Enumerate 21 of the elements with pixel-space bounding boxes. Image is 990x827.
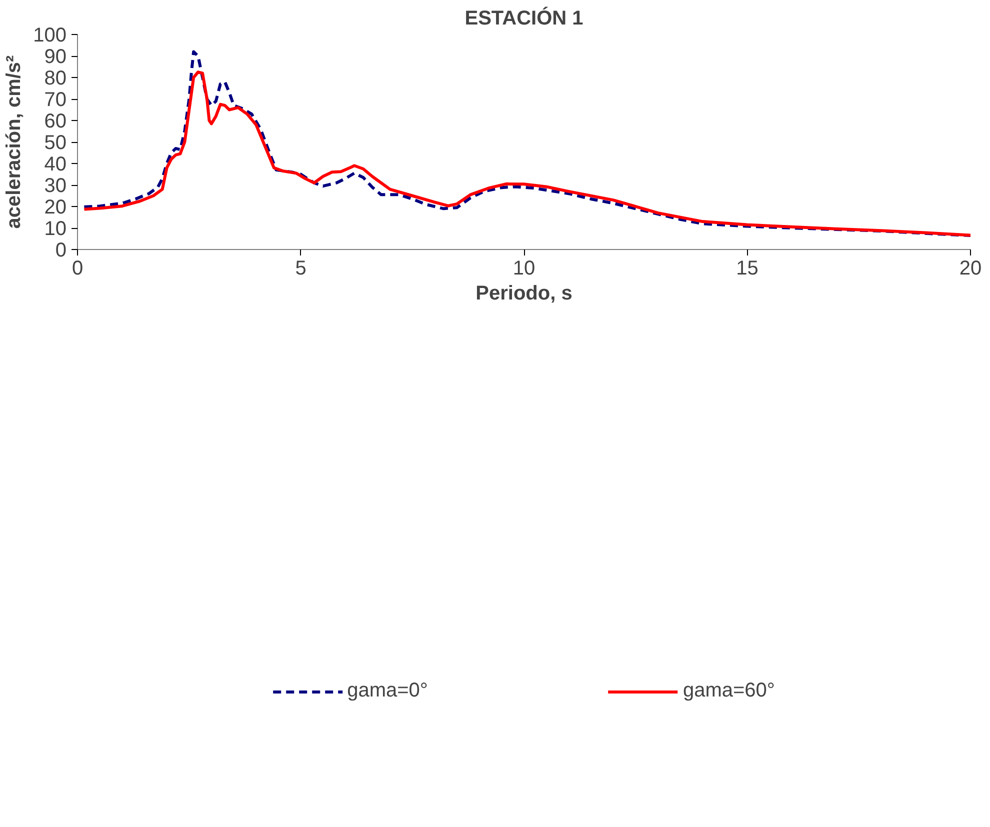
x-tick-label: 10 [512, 258, 536, 280]
y-tick-label: 0 [55, 240, 66, 262]
y-tick-label: 40 [44, 154, 67, 176]
legend-label: gama=60° [682, 680, 775, 703]
y-tick-label: 80 [44, 68, 67, 90]
y-tick-label: 60 [44, 110, 67, 132]
y-tick-label: 20 [44, 196, 67, 218]
y-tick-label: 50 [44, 132, 67, 154]
y-tick-label: 90 [44, 46, 67, 68]
y-tick-label: 70 [44, 89, 67, 111]
x-tick-label: 5 [295, 258, 306, 280]
chart-title: ESTACIÓN 1 [464, 6, 584, 30]
y-axis-title: aceleración, cm/s² [3, 54, 26, 229]
y-tick-label: 10 [44, 218, 67, 240]
x-axis-title: Periodo, s [476, 282, 572, 304]
x-tick-label: 0 [72, 258, 84, 280]
y-tick-label: 100 [33, 24, 67, 46]
y-tick-label: 30 [44, 175, 67, 197]
x-tick-label: 20 [959, 258, 982, 280]
x-tick-label: 15 [736, 258, 758, 280]
legend-label: gama=0° [347, 680, 428, 703]
